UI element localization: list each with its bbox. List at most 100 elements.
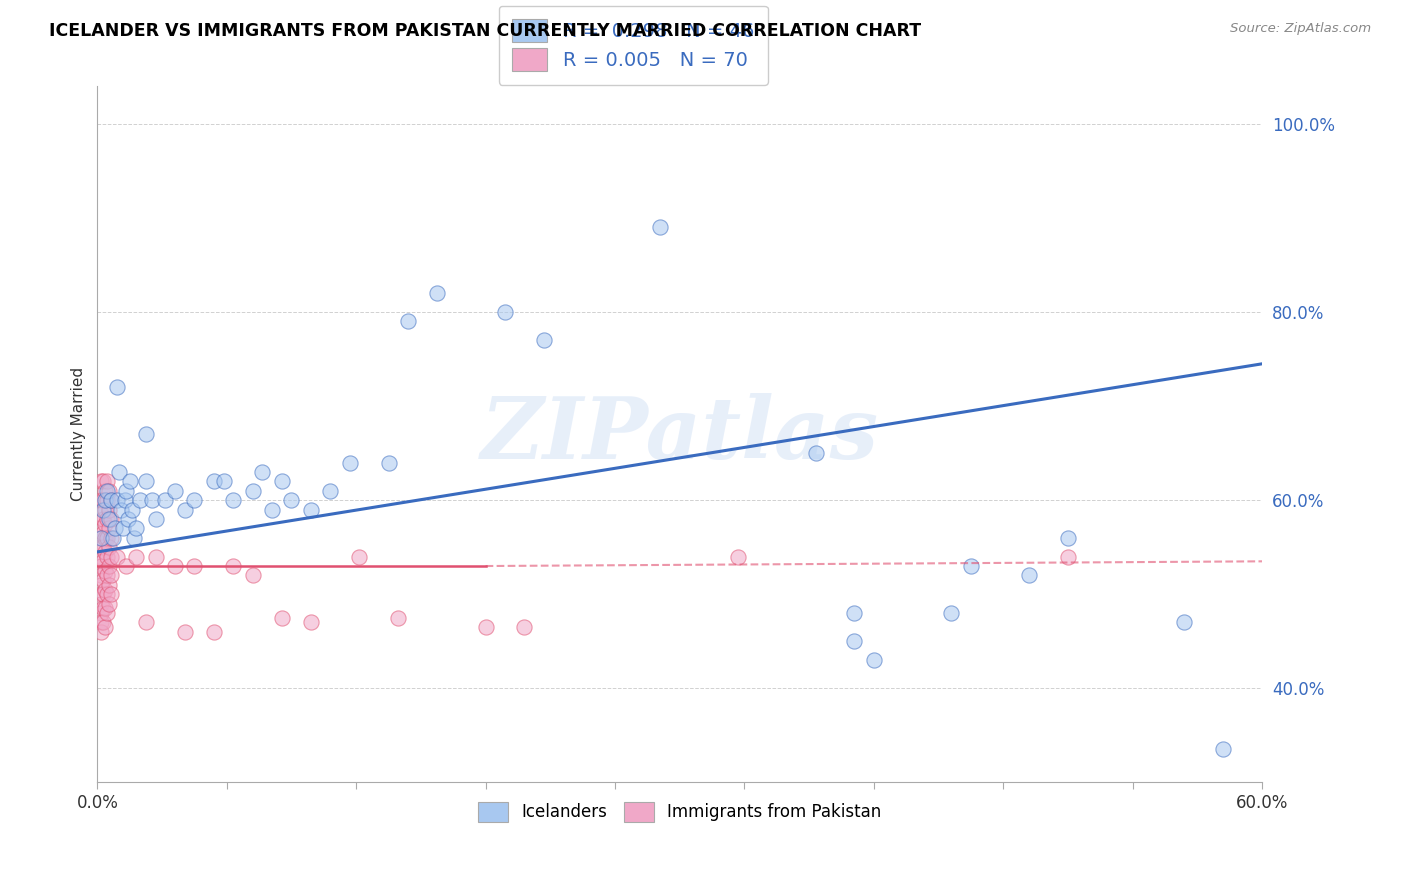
Point: [94, 493, 117, 508]
Point: [129, 493, 152, 508]
Point: [90, 587, 112, 601]
Point: [125, 549, 148, 564]
Point: [94, 564, 117, 578]
Point: [110, 502, 132, 516]
Point: [115, 483, 138, 498]
Point: [135, 615, 157, 630]
Point: [100, 512, 122, 526]
Point: [100, 493, 122, 508]
Point: [94, 516, 117, 531]
Point: [862, 653, 884, 667]
Point: [90, 597, 112, 611]
Point: [299, 615, 322, 630]
Point: [90, 508, 112, 522]
Point: [339, 456, 361, 470]
Point: [155, 493, 177, 508]
Point: [242, 568, 264, 582]
Text: ICELANDER VS IMMIGRANTS FROM PAKISTAN CURRENTLY MARRIED CORRELATION CHART: ICELANDER VS IMMIGRANTS FROM PAKISTAN CU…: [49, 22, 921, 40]
Point: [145, 549, 167, 564]
Point: [135, 427, 157, 442]
Point: [90, 578, 112, 592]
Point: [91, 601, 114, 615]
Point: [90, 531, 112, 545]
Point: [426, 286, 449, 301]
Point: [125, 521, 148, 535]
Point: [299, 502, 322, 516]
Point: [94, 582, 117, 597]
Point: [941, 606, 963, 620]
Point: [163, 559, 186, 574]
Point: [90, 615, 112, 630]
Point: [90, 559, 112, 574]
Point: [111, 521, 134, 535]
Point: [804, 446, 827, 460]
Point: [120, 475, 142, 489]
Point: [280, 493, 302, 508]
Y-axis label: Currently Married: Currently Married: [72, 368, 86, 501]
Point: [100, 587, 122, 601]
Point: [100, 531, 122, 545]
Point: [91, 554, 114, 568]
Point: [844, 634, 866, 648]
Point: [387, 611, 409, 625]
Point: [94, 620, 117, 634]
Point: [107, 465, 129, 479]
Point: [96, 475, 118, 489]
Point: [98, 502, 121, 516]
Point: [319, 483, 342, 498]
Point: [135, 475, 157, 489]
Point: [90, 624, 112, 639]
Point: [105, 549, 128, 564]
Point: [96, 483, 118, 498]
Point: [202, 624, 225, 639]
Point: [163, 483, 186, 498]
Text: ZIPatlas: ZIPatlas: [481, 392, 879, 476]
Point: [141, 493, 163, 508]
Point: [117, 512, 139, 526]
Point: [100, 549, 122, 564]
Point: [98, 559, 121, 574]
Point: [115, 559, 138, 574]
Point: [104, 521, 127, 535]
Point: [173, 624, 195, 639]
Point: [96, 606, 118, 620]
Point: [96, 568, 118, 582]
Point: [98, 483, 121, 498]
Point: [94, 601, 117, 615]
Point: [100, 568, 122, 582]
Point: [145, 512, 167, 526]
Point: [94, 545, 117, 559]
Point: [96, 512, 118, 526]
Point: [98, 597, 121, 611]
Point: [183, 559, 205, 574]
Point: [94, 502, 117, 516]
Point: [270, 611, 292, 625]
Point: [96, 493, 118, 508]
Point: [1057, 549, 1080, 564]
Point: [90, 606, 112, 620]
Point: [101, 531, 124, 545]
Point: [91, 475, 114, 489]
Point: [513, 620, 536, 634]
Point: [1018, 568, 1040, 582]
Point: [727, 549, 749, 564]
Point: [105, 380, 128, 394]
Point: [98, 512, 121, 526]
Point: [260, 502, 283, 516]
Point: [98, 540, 121, 554]
Point: [270, 475, 292, 489]
Point: [222, 493, 245, 508]
Point: [90, 531, 112, 545]
Point: [494, 305, 516, 319]
Point: [94, 483, 117, 498]
Point: [91, 526, 114, 541]
Point: [96, 549, 118, 564]
Point: [122, 531, 145, 545]
Point: [1212, 742, 1234, 756]
Point: [173, 502, 195, 516]
Point: [98, 521, 121, 535]
Point: [222, 559, 245, 574]
Point: [96, 531, 118, 545]
Point: [212, 475, 235, 489]
Point: [100, 493, 122, 508]
